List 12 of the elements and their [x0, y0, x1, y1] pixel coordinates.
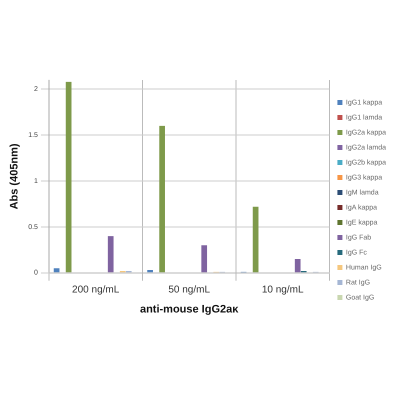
bar [108, 236, 114, 272]
bar [201, 245, 208, 272]
x-tick-label: 10 ng/mL [262, 284, 304, 296]
x-tick-label: 200 ng/mL [72, 284, 120, 296]
x-tick-label: 50 ng/mL [168, 284, 210, 296]
bar [54, 268, 60, 272]
bar [294, 259, 301, 272]
bar [66, 82, 72, 272]
bar [159, 126, 165, 272]
bar [252, 206, 258, 272]
x-axis-title: anti-mouse IgG2aκ [140, 303, 240, 316]
y-axis-title: Abs (405nm) [8, 143, 21, 210]
